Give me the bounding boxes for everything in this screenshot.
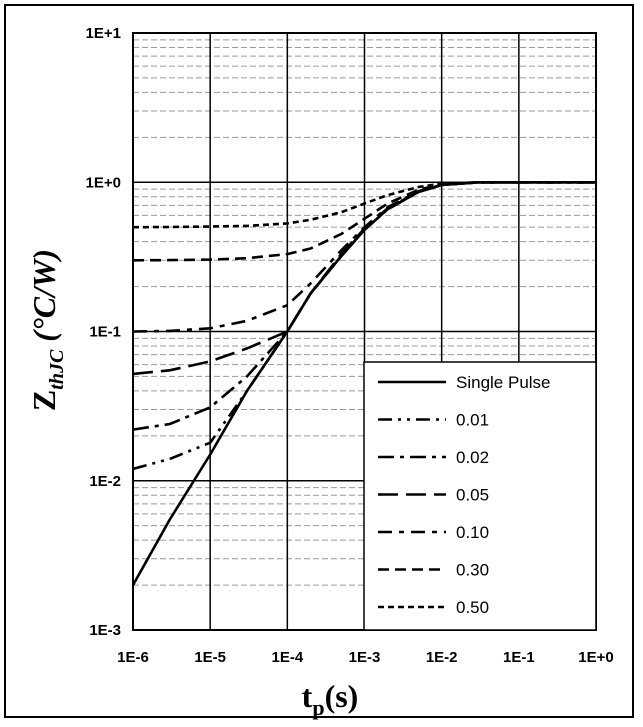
y-tick-label: 1E+0 xyxy=(86,174,121,191)
series-line xyxy=(132,181,596,333)
legend: Single Pulse 0.01 0.02 0.05 0.10 0.30 0.50 xyxy=(363,361,597,631)
x-tick-labels: 1E-6 1E-5 1E-4 1E-3 1E-2 1E-1 1E+0 xyxy=(117,649,614,666)
legend-label: 0.10 xyxy=(456,523,489,542)
y-axis-title-rest: (°C/W) xyxy=(26,249,62,350)
y-axis-title-main: Z xyxy=(26,390,62,411)
x-axis-title-rest: (s) xyxy=(325,678,359,714)
x-tick-label: 1E-3 xyxy=(349,649,381,666)
x-tick-label: 1E-4 xyxy=(271,649,303,666)
y-axis-title-sub: thJC xyxy=(46,349,68,390)
x-tick-label: 1E-1 xyxy=(503,649,535,666)
x-axis-title-sub: p xyxy=(312,695,324,720)
y-axis-title: ZthJC (°C/W) xyxy=(26,249,68,411)
legend-label: 0.30 xyxy=(456,561,489,580)
legend-label: Single Pulse xyxy=(456,373,551,392)
legend-label: 0.50 xyxy=(456,598,489,617)
x-tick-label: 1E-5 xyxy=(194,649,226,666)
y-tick-labels: 1E-3 1E-2 1E-1 1E+0 1E+1 xyxy=(86,25,121,639)
legend-label: 0.05 xyxy=(456,486,489,505)
x-tick-label: 1E-6 xyxy=(117,649,149,666)
legend-label: 0.02 xyxy=(456,448,489,467)
x-tick-label: 1E+0 xyxy=(578,649,613,666)
x-axis-title: tp(s) xyxy=(302,678,359,720)
series-line xyxy=(132,181,596,229)
y-tick-label: 1E+1 xyxy=(86,25,121,42)
y-tick-label: 1E-2 xyxy=(89,473,121,490)
legend-box xyxy=(363,361,597,631)
x-axis-title-main: t xyxy=(302,678,313,714)
series-lines xyxy=(131,181,596,586)
y-tick-label: 1E-3 xyxy=(89,622,121,639)
legend-label: 0.01 xyxy=(456,411,489,430)
y-tick-label: 1E-1 xyxy=(89,324,121,341)
x-tick-label: 1E-2 xyxy=(426,649,458,666)
